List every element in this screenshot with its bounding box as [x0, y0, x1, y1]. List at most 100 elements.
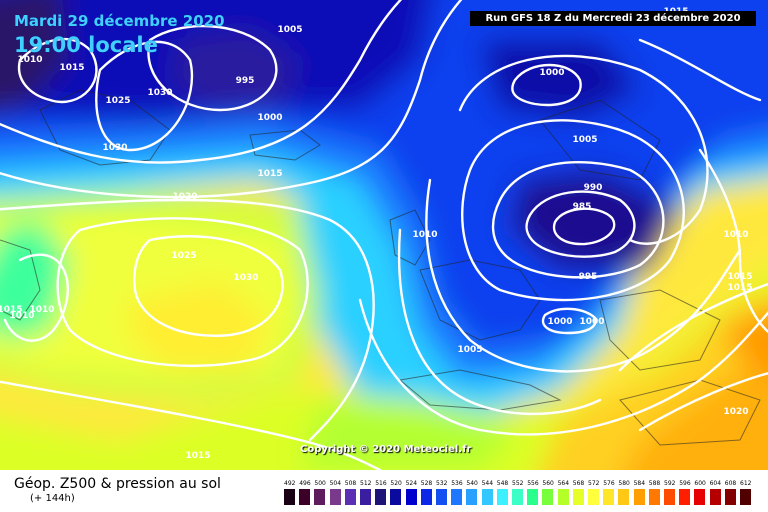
legend-swatch — [360, 489, 371, 505]
legend-swatch — [284, 489, 295, 505]
isobar-label: 1010 — [17, 55, 42, 65]
isobar-label: 990 — [584, 183, 603, 193]
legend-swatch — [588, 489, 599, 505]
legend-value: 584 — [633, 480, 646, 487]
legend-value: 600 — [694, 480, 706, 487]
legend-value: 516 — [375, 480, 387, 487]
legend-value: 504 — [329, 480, 342, 487]
legend-swatch — [481, 489, 493, 505]
isobar-label: 1015 — [727, 272, 752, 282]
legend-value: 500 — [314, 480, 326, 487]
isobar-label: 1030 — [147, 88, 172, 98]
legend-value: 560 — [542, 480, 554, 487]
legend-value: 528 — [420, 480, 433, 487]
isobar-label: 1015 — [257, 169, 282, 179]
legend-value: 552 — [512, 480, 524, 487]
forecast-time: 19:00 locale — [14, 33, 158, 57]
footer-subtitle: (+ 144h) — [30, 493, 75, 504]
legend-value: 548 — [496, 480, 509, 487]
isobar-label: 1010 — [723, 230, 748, 240]
legend-swatch — [420, 489, 432, 505]
legend-value: 520 — [390, 480, 402, 487]
legend-swatch — [527, 489, 539, 505]
isobar-label: 1015 — [59, 63, 84, 73]
legend-swatch — [451, 489, 463, 505]
legend-value: 540 — [466, 480, 478, 487]
legend-swatch — [679, 489, 691, 505]
legend-value: 524 — [405, 480, 418, 487]
legend-swatch — [314, 489, 326, 505]
isobar-label: 1015 — [727, 283, 752, 293]
legend-value: 592 — [664, 480, 676, 487]
legend-swatch — [740, 489, 751, 505]
legend-swatch — [603, 489, 615, 505]
isobar-label: 1005 — [277, 25, 302, 35]
isobar-label: 1000 — [257, 113, 282, 123]
isobar-label: 1005 — [457, 345, 482, 355]
legend-value: 596 — [679, 480, 691, 487]
isobar-label: 1005 — [572, 135, 597, 145]
forecast-date: Mardi 29 décembre 2020 — [14, 12, 225, 30]
isobar-label: 1020 — [172, 192, 197, 202]
legend-swatch — [557, 489, 569, 505]
isobar-label: 1010 — [412, 230, 437, 240]
legend-value: 572 — [588, 480, 600, 487]
legend-value: 576 — [603, 480, 615, 487]
legend-value: 508 — [344, 480, 357, 487]
legend-swatch — [466, 489, 478, 505]
legend-swatch — [299, 489, 311, 505]
isobar-label: 995 — [236, 76, 255, 86]
legend-value: 580 — [618, 480, 630, 487]
legend-value: 588 — [648, 480, 661, 487]
isobar-label: 985 — [573, 202, 592, 212]
geopotential-field — [0, 0, 768, 470]
legend-value: 564 — [557, 480, 570, 487]
legend-value: 604 — [709, 480, 722, 487]
legend-swatch — [709, 489, 721, 505]
isobar-label: 1000 — [579, 317, 604, 327]
legend-swatch — [664, 489, 675, 505]
legend-swatch — [542, 489, 554, 505]
isobar-label: 1030 — [102, 143, 127, 153]
model-run-label: Run GFS 18 Z du Mercredi 23 décembre 202… — [470, 11, 756, 26]
legend-value: 536 — [451, 480, 463, 487]
isobar-label: 1030 — [233, 273, 258, 283]
legend-value: 556 — [527, 480, 539, 487]
weather-map: 1005 1010 1015 1025 1030 995 1000 1030 1… — [0, 0, 768, 470]
legend-swatch — [390, 489, 402, 505]
legend-value: 608 — [724, 480, 737, 487]
legend-swatch — [496, 489, 508, 505]
legend-swatch — [375, 489, 387, 505]
isobar-label: 1015 — [185, 451, 210, 461]
isobar-label: 1010 — [9, 311, 34, 321]
legend-swatch — [405, 489, 417, 505]
isobars — [0, 0, 768, 470]
legend-value: 612 — [740, 480, 752, 487]
legend-value: 544 — [481, 480, 494, 487]
legend-swatch — [724, 489, 736, 505]
footer-title: Géop. Z500 & pression au sol — [14, 476, 221, 492]
copyright-text: Copyright © 2020 Meteociel.fr — [300, 444, 472, 455]
legend-swatch — [633, 489, 645, 505]
isobar-label: 1025 — [105, 96, 130, 106]
legend-value: 492 — [284, 480, 296, 487]
isobar-label: 1025 — [171, 251, 196, 261]
isobar-label: 1010 — [29, 305, 54, 315]
legend-swatch — [648, 489, 660, 505]
isobar-label: 1000 — [539, 68, 564, 78]
isobar-label: 995 — [579, 272, 598, 282]
legend-swatch — [329, 489, 341, 505]
isobar-label: 1000 — [547, 317, 572, 327]
legend-swatch — [512, 489, 523, 505]
legend-value: 532 — [436, 480, 448, 487]
legend-swatch — [618, 489, 630, 505]
legend-value: 496 — [299, 480, 311, 487]
legend-swatch — [344, 489, 356, 505]
isobar-label: 1015 — [0, 305, 23, 315]
legend-swatch — [436, 489, 447, 505]
legend-swatch — [694, 489, 706, 505]
legend-value: 568 — [572, 480, 585, 487]
legend-swatch — [572, 489, 584, 505]
isobar-label: 1020 — [723, 407, 748, 417]
legend-value: 512 — [360, 480, 372, 487]
